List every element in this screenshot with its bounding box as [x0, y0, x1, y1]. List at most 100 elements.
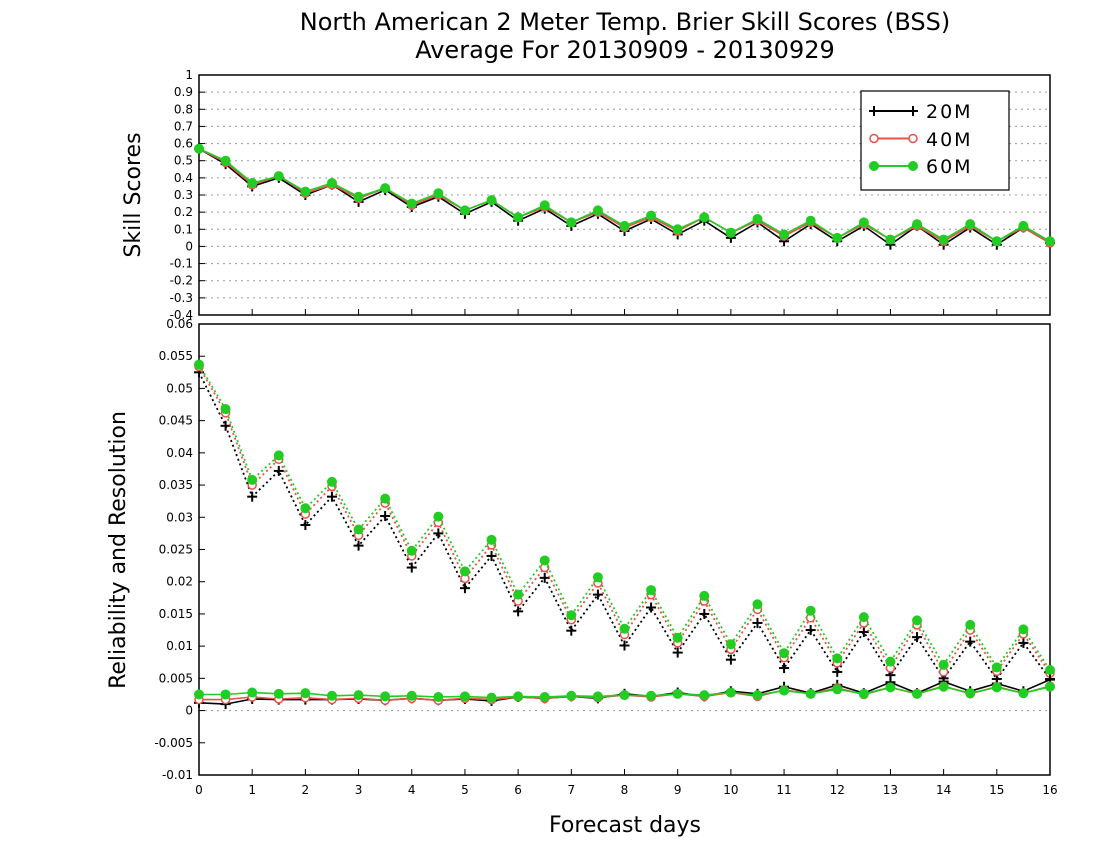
- series-1-2-60m-point-4: [300, 503, 311, 514]
- series-0-2-60m-point-27: [912, 219, 923, 230]
- y-tick-label-0-6: 0.4: [174, 171, 193, 185]
- series-1-0-20m-point-27: [912, 632, 923, 643]
- series-1-0-20m-point-7: [380, 510, 391, 521]
- x-tick-label-14: 14: [936, 783, 951, 797]
- x-tick-label-11: 11: [776, 783, 791, 797]
- y-tick-label-1-1: 0.055: [159, 349, 193, 363]
- x-tick-label-4: 4: [408, 783, 416, 797]
- series-1-5-60m-point-18: [672, 688, 683, 699]
- series-1-5-60m-point-3: [273, 688, 284, 699]
- chart-title: North American 2 Meter Temp. Brier Skill…: [300, 8, 950, 36]
- series-1-5-60m-point-24: [832, 684, 843, 695]
- series-1-0-20m-point-10: [459, 583, 470, 594]
- series-0-2-60m-point-17: [646, 210, 657, 221]
- series-0-2-60m-point-14: [566, 217, 577, 228]
- series-1-2-60m-point-19: [699, 590, 710, 601]
- series-0-2-60m-point-26: [885, 234, 896, 245]
- series-1-2-60m-point-22: [779, 648, 790, 659]
- series-0-2-60m-point-22: [779, 229, 790, 240]
- series-1-0-20m-point-4: [300, 520, 311, 531]
- series-1-5-60m-point-2: [247, 687, 258, 698]
- series-1-2-60m: [194, 359, 1055, 675]
- series-0-2-60m-point-24: [832, 232, 843, 243]
- series-1-2-60m-point-7: [380, 493, 391, 504]
- series-1-5-60m-point-17: [646, 690, 657, 701]
- series-1-0-20m-point-31: [1018, 637, 1029, 648]
- series-1-0-20m-point-6: [353, 540, 364, 551]
- series-1-0-20m-point-29: [965, 636, 976, 647]
- series-1-0-20m-point-21: [752, 617, 763, 628]
- legend-swatches: [869, 106, 918, 171]
- legend: 20M 40M 60M: [860, 90, 1010, 191]
- series-1-2-60m-point-10: [459, 566, 470, 577]
- series-1-2-60m-point-23: [805, 605, 816, 616]
- y-tick-label-1-8: 0.02: [166, 575, 193, 589]
- reliability-y-axis: 0.06 0.055 0.05 0.045 0.04 0.035 0.03 0.025 0.02…: [154, 317, 205, 782]
- series-0-2-60m-point-28: [938, 234, 949, 245]
- series-1-5-60m-point-27: [912, 688, 923, 699]
- series-1-2-60m-point-29: [965, 619, 976, 630]
- legend-label-20m: 20M: [926, 101, 973, 123]
- legend-marker-left-40m: [869, 133, 879, 144]
- legend-marker-right-20m: [908, 106, 918, 116]
- series-1-0-20m-point-19: [699, 608, 710, 619]
- y-tick-label-0-3: 0.7: [174, 119, 193, 133]
- x-tick-label-2: 2: [302, 783, 310, 797]
- series-1-0-20m-point-16: [619, 640, 630, 651]
- series-1-2-60m-point-30: [991, 662, 1002, 673]
- series-1-0-20m-point-2: [247, 491, 258, 502]
- y-tick-label-1-3: 0.045: [159, 414, 193, 428]
- skill-y-axis: 1 0.9 0.8 0.7 0.6 0.5 0.4 0.3 0.2 0.1 0 -0.1 -0.2 -0.…: [170, 68, 205, 322]
- series-0-2-60m-point-15: [592, 205, 603, 216]
- series-1-1-40m-line: [198, 366, 1051, 674]
- series-1-0-20m-point-25: [858, 626, 869, 637]
- legend-marker-left-20m: [869, 106, 879, 116]
- series-0-2-60m-point-10: [459, 205, 470, 216]
- series-1-0-20m-point-23: [805, 625, 816, 636]
- series-1-5-60m-point-30: [991, 682, 1002, 693]
- series-1-2-60m-point-5: [326, 476, 337, 487]
- series-0-2-60m-point-4: [300, 186, 311, 197]
- series-1-5-60m-point-29: [965, 688, 976, 699]
- series-1-5-60m-point-7: [380, 691, 391, 702]
- series-0-2-60m-point-3: [273, 171, 284, 182]
- series-1-0-20m-point-8: [406, 562, 417, 573]
- y-tick-label-0-13: -0.3: [170, 291, 193, 305]
- series-1-5-60m-point-23: [805, 688, 816, 699]
- x-tick-label-1: 1: [248, 783, 256, 797]
- x-tick-label-0: 0: [195, 783, 203, 797]
- series-1-5-60m-point-0: [194, 689, 204, 700]
- chart-subtitle: Average For 20130909 - 20130929: [415, 36, 835, 64]
- series-1-2-60m-point-18: [672, 632, 683, 643]
- series-1-2-60m-point-24: [832, 653, 843, 664]
- y-tick-label-0-10: 0: [185, 239, 193, 253]
- series-1-5-60m-point-1: [220, 689, 231, 700]
- series-1-2-60m-point-25: [858, 612, 869, 623]
- series-1-5-60m-point-11: [486, 692, 497, 703]
- series-1-2-60m-point-31: [1018, 624, 1029, 635]
- series-1-5-60m-point-32: [1045, 681, 1055, 692]
- series-1-0-20m-point-17: [646, 602, 657, 613]
- skill-y-axis-title: Skill Scores: [121, 132, 146, 257]
- x-tick-label-5: 5: [461, 783, 469, 797]
- legend-box: [860, 90, 1010, 191]
- series-0-2-60m-point-19: [699, 212, 710, 223]
- series-0-2-60m-point-31: [1018, 220, 1029, 231]
- series-0-2-60m-point-23: [805, 215, 816, 226]
- y-tick-label-1-7: 0.025: [159, 543, 193, 557]
- series-1-2-60m-point-9: [433, 511, 444, 522]
- y-tick-label-0-2: 0.8: [174, 102, 193, 116]
- series-0-2-60m-point-7: [380, 183, 391, 194]
- series-1-2-60m-point-28: [938, 659, 949, 670]
- series-1-5-60m-point-4: [300, 688, 311, 699]
- x-tick-label-7: 7: [567, 783, 575, 797]
- series-1-2-60m-point-32: [1045, 664, 1055, 675]
- series-1-5-60m-point-22: [779, 685, 790, 696]
- series-0-2-60m-point-16: [619, 220, 630, 231]
- series-1-5-60m-point-31: [1018, 688, 1029, 699]
- series-0-2-60m-point-1: [220, 155, 231, 166]
- series-1-5-60m-point-16: [619, 690, 630, 701]
- series-1-2-60m-point-15: [592, 572, 603, 583]
- legend-marker-left-60m: [869, 161, 879, 171]
- series-1-5-60m-point-15: [592, 691, 603, 702]
